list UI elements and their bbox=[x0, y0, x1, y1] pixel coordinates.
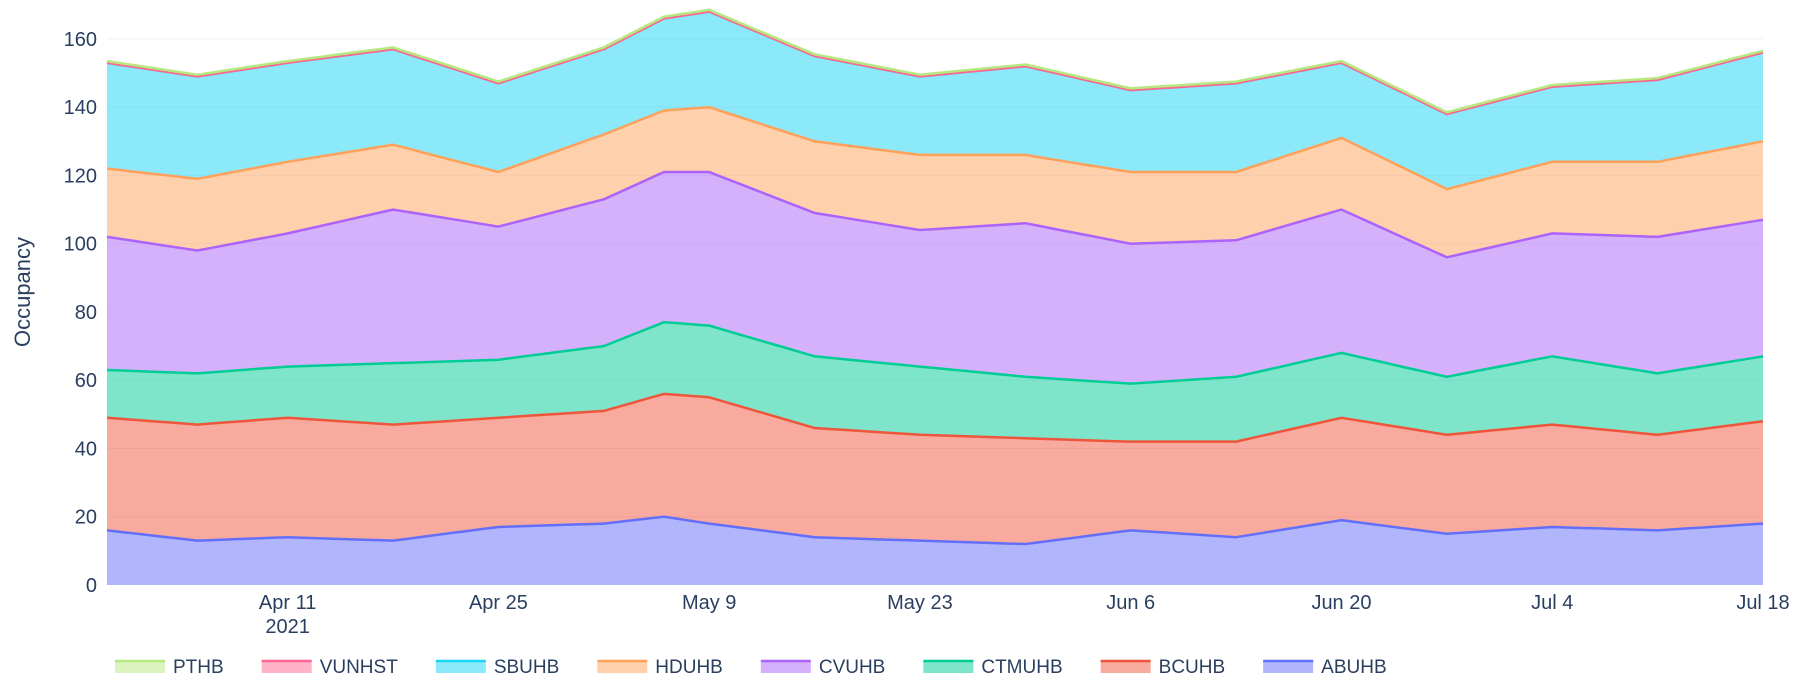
y-tick-label: 20 bbox=[75, 507, 97, 529]
y-tick-label: 80 bbox=[75, 302, 97, 324]
y-tick-label: 0 bbox=[86, 575, 97, 597]
area-cvuhb bbox=[107, 172, 1763, 384]
legend-label: PTHB bbox=[173, 657, 224, 678]
area-bcuhb bbox=[107, 393, 1763, 544]
x-tick-label: Apr 25 bbox=[469, 592, 528, 614]
legend-label: CTMUHB bbox=[981, 657, 1062, 678]
legend-item-hduhb[interactable]: HDUHB bbox=[597, 657, 723, 678]
area-sbuhb bbox=[107, 11, 1763, 190]
legend-label: BCUHB bbox=[1159, 657, 1226, 678]
y-tick-label: 60 bbox=[75, 370, 97, 392]
x-tick-label: May 9 bbox=[682, 592, 736, 614]
y-axis-title: Occupancy bbox=[10, 237, 35, 347]
line-cvuhb bbox=[106, 170, 1764, 259]
legend-label: SBUHB bbox=[494, 657, 559, 678]
legend: PTHB VUNHST SBUHB HDUHB CVUHB CTMUHB BCUHB ABUH… bbox=[115, 657, 1387, 678]
legend-item-ctmuhb[interactable]: CTMUHB bbox=[923, 657, 1063, 678]
legend-swatch bbox=[261, 661, 312, 673]
legend-swatch bbox=[435, 661, 486, 673]
line-hduhb bbox=[106, 105, 1764, 191]
y-tick-label: 120 bbox=[64, 165, 97, 187]
legend-swatch bbox=[1100, 661, 1151, 673]
legend-label: VUNHST bbox=[320, 657, 399, 678]
x-tick-label: Jul 18 bbox=[1736, 592, 1789, 614]
y-axis: 0 20 40 60 80 100 120 140 160 bbox=[64, 29, 97, 597]
legend-swatch bbox=[597, 661, 648, 673]
legend-item-pthb[interactable]: PTHB bbox=[115, 657, 224, 678]
line-abuhb bbox=[106, 515, 1764, 546]
x-tick-label: May 23 bbox=[887, 592, 953, 614]
legend-item-vunhst[interactable]: VUNHST bbox=[261, 657, 399, 678]
stacked-areas bbox=[107, 9, 1763, 585]
legend-swatch bbox=[923, 661, 974, 673]
legend-item-sbuhb[interactable]: SBUHB bbox=[435, 657, 559, 678]
legend-item-bcuhb[interactable]: BCUHB bbox=[1100, 657, 1226, 678]
line-pthb bbox=[106, 8, 1764, 114]
line-ctmuhb bbox=[106, 320, 1764, 385]
x-tick-sublabel: 2021 bbox=[265, 616, 310, 638]
legend-swatch bbox=[760, 661, 811, 673]
line-vunhst bbox=[106, 10, 1764, 116]
x-tick-label: Jul 4 bbox=[1531, 592, 1573, 614]
y-tick-label: 100 bbox=[64, 234, 97, 256]
legend-label: HDUHB bbox=[655, 657, 723, 678]
legend-item-cvuhb[interactable]: CVUHB bbox=[760, 657, 886, 678]
legend-swatch bbox=[115, 661, 165, 673]
area-abuhb bbox=[107, 516, 1763, 585]
x-tick-label: Jun 20 bbox=[1311, 592, 1371, 614]
x-tick-label: Apr 11 bbox=[259, 592, 316, 614]
y-tick-label: 160 bbox=[64, 29, 97, 51]
y-tick-label: 140 bbox=[64, 97, 97, 119]
line-bcuhb bbox=[106, 392, 1764, 443]
legend-item-abuhb[interactable]: ABUHB bbox=[1263, 657, 1387, 678]
x-tick-label: Jun 6 bbox=[1106, 592, 1155, 614]
series-lines bbox=[106, 8, 1764, 546]
legend-label: ABUHB bbox=[1321, 657, 1386, 678]
legend-swatch bbox=[1263, 661, 1314, 673]
y-tick-label: 40 bbox=[75, 438, 97, 460]
legend-label: CVUHB bbox=[819, 657, 886, 678]
area-ctmuhb bbox=[107, 322, 1763, 442]
